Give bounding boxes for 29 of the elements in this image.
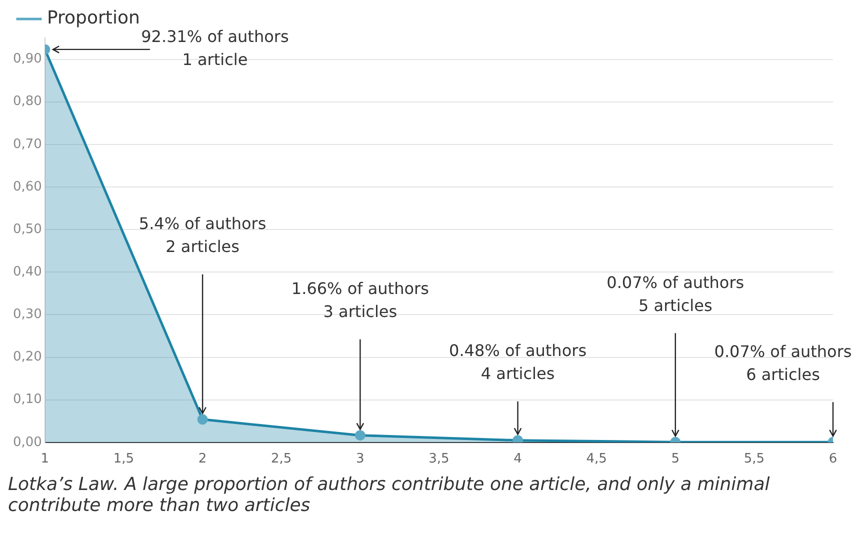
annotation: 0.48% of authors 4 articles — [449, 341, 587, 384]
y-tick-label: 0,20 — [12, 350, 42, 365]
x-tick-label: 2,5 — [271, 452, 292, 467]
x-tick-label: 1,5 — [113, 452, 134, 467]
x-tick-label: 3 — [356, 452, 364, 467]
legend-label: Proportion — [47, 8, 140, 29]
y-tick-label: 0,50 — [12, 222, 42, 237]
y-tick-label: 0,10 — [12, 392, 42, 408]
annotation: 0.07% of authors 6 articles — [714, 342, 852, 384]
annotation: 92.31% of authors 1 article — [141, 27, 289, 70]
y-tick-label: 0,40 — [12, 264, 42, 280]
x-tick-label: 1 — [40, 452, 50, 467]
x-tick-label: 5 — [671, 452, 680, 467]
y-tick-label: 0,90 — [12, 52, 42, 67]
text: Lotka’s Law. A large proportion of authors contribute one article, and only a minimal contribute more than two articles — [7, 473, 771, 516]
annotation: 0.07% of authors 5 articles — [606, 272, 744, 315]
y-tick-label: 0,80 — [12, 94, 42, 110]
y-tick-label: 0,30 — [12, 307, 42, 322]
annotation: 5.4% of authors 2 articles — [138, 214, 266, 256]
x-tick-label: 4 — [514, 452, 522, 467]
y-tick-label: 0,60 — [12, 179, 42, 194]
annotation: 1.66% of authors 3 articles — [291, 278, 429, 321]
x-tick-label: 2 — [198, 452, 207, 467]
x-tick-label: 6 — [828, 452, 838, 467]
x-tick-label: 3,5 — [428, 452, 450, 467]
y-tick-label: 0,00 — [12, 434, 42, 450]
x-tick-label: 5,5 — [744, 452, 765, 467]
x-tick-label: 4,5 — [586, 452, 607, 467]
y-tick-label: 0,70 — [12, 136, 42, 152]
